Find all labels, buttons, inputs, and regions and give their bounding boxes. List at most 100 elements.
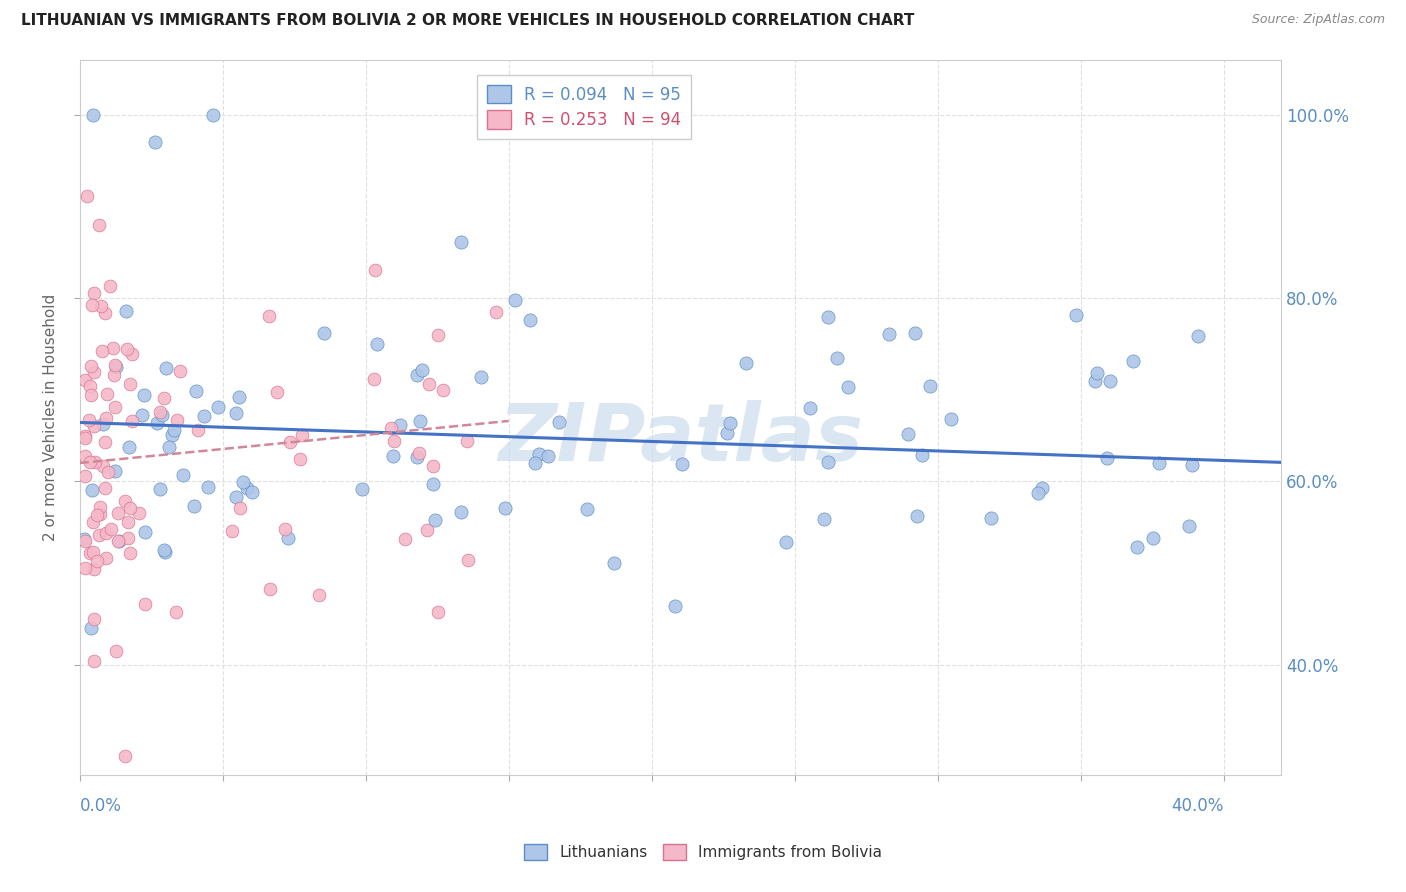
Point [519,312,541,326]
Point [103,368,125,383]
Point [82,107,104,121]
Point [408,446,430,460]
Point [735,356,758,370]
Point [134,524,156,539]
Point [1031,481,1053,495]
Point [350,482,373,496]
Point [159,440,181,454]
Point [186,384,208,398]
Point [107,506,129,520]
Point [80,621,103,635]
Point [904,326,927,340]
Point [89,507,111,521]
Point [366,337,388,351]
Point [280,435,302,450]
Point [1026,486,1049,500]
Point [155,545,177,559]
Point [104,464,127,478]
Point [83,285,105,300]
Point [1181,458,1204,473]
Point [149,482,172,496]
Point [524,456,547,470]
Point [388,418,411,433]
Point [75,469,97,483]
Point [75,561,97,575]
Point [422,476,444,491]
Point [236,481,259,495]
Point [84,455,107,469]
Point [911,448,934,462]
Point [291,427,314,442]
Point [671,457,693,471]
Point [266,385,288,400]
Point [537,449,560,463]
Point [1126,541,1149,555]
Point [114,303,136,318]
Text: 0.0%: 0.0% [80,797,121,815]
Point [108,533,131,548]
Y-axis label: 2 or more Vehicles in Household: 2 or more Vehicles in Household [44,293,58,541]
Point [228,501,250,516]
Point [82,545,104,559]
Text: ZIPatlas: ZIPatlas [498,400,863,477]
Point [155,361,177,376]
Point [75,429,97,443]
Point [103,341,125,355]
Point [187,423,209,437]
Point [183,500,205,514]
Point [149,405,172,419]
Point [153,392,176,406]
Point [131,408,153,422]
Point [1178,519,1201,533]
Point [478,107,501,121]
Point [94,526,117,541]
Point [104,400,127,414]
Point [94,411,117,425]
Point [837,380,859,394]
Point [146,416,169,430]
Point [128,506,150,520]
Point [98,279,121,293]
Point [132,388,155,402]
Point [422,458,444,473]
Point [381,450,404,464]
Point [86,508,108,523]
Point [485,305,508,319]
Point [718,416,741,430]
Point [240,485,263,500]
Point [150,408,173,422]
Point [394,532,416,546]
Point [432,383,454,397]
Point [1085,366,1108,380]
Point [426,327,449,342]
Point [470,370,492,384]
Text: Source: ZipAtlas.com: Source: ZipAtlas.com [1251,13,1385,27]
Point [83,612,105,626]
Point [143,135,166,149]
Point [79,455,101,469]
Point [827,351,849,365]
Point [228,390,250,404]
Point [166,413,188,427]
Point [172,468,194,483]
Point [121,414,143,428]
Point [93,481,115,495]
Point [416,523,439,537]
Point [134,598,156,612]
Point [897,427,920,442]
Point [225,406,247,420]
Point [79,379,101,393]
Point [160,428,183,442]
Point [232,475,254,489]
Point [312,326,335,340]
Point [1097,450,1119,465]
Point [450,235,472,249]
Point [105,644,128,658]
Point [1142,531,1164,545]
Point [775,535,797,549]
Point [980,511,1002,525]
Point [877,326,900,341]
Point [1187,328,1209,343]
Point [75,431,97,445]
Point [364,263,387,277]
